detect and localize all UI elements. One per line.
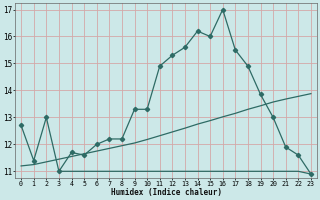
X-axis label: Humidex (Indice chaleur): Humidex (Indice chaleur) — [110, 188, 221, 197]
